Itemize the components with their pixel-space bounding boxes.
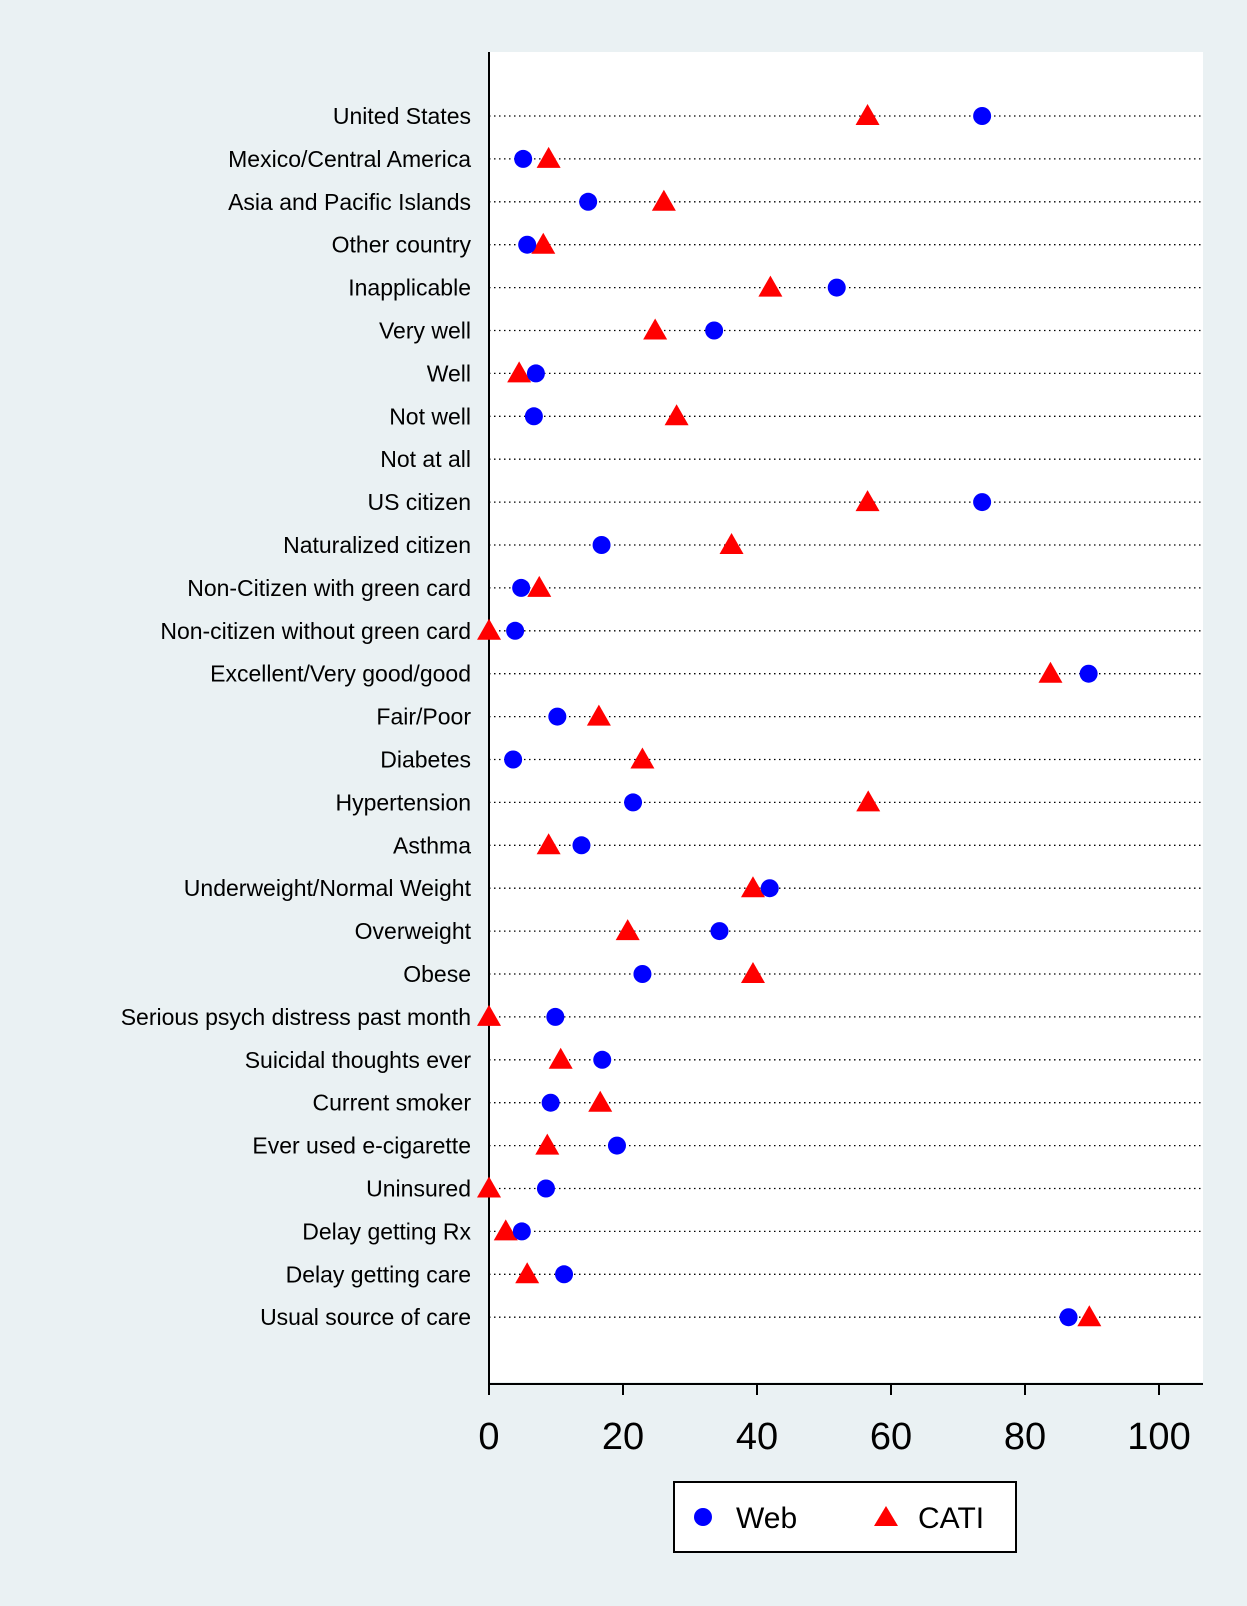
category-label: Uninsured <box>366 1176 471 1202</box>
category-label: Excellent/Very good/good <box>210 661 471 687</box>
x-tick-label: 20 <box>602 1416 644 1458</box>
category-label: Non-citizen without green card <box>160 618 471 644</box>
legend-web-label: Web <box>736 1502 797 1535</box>
category-label: Serious psych distress past month <box>121 1004 471 1030</box>
web-marker <box>608 1137 626 1155</box>
web-marker <box>518 236 536 254</box>
x-tick-label: 80 <box>1004 1416 1046 1458</box>
category-label: Delay getting care <box>286 1261 471 1287</box>
web-marker <box>542 1094 560 1112</box>
x-tick-label: 100 <box>1127 1416 1190 1458</box>
web-marker <box>572 836 590 854</box>
web-marker <box>525 407 543 425</box>
web-marker <box>761 879 779 897</box>
web-marker <box>548 708 566 726</box>
web-marker <box>546 1008 564 1026</box>
category-label: Asthma <box>393 832 471 858</box>
category-label: United States <box>333 103 471 129</box>
web-marker <box>506 622 524 640</box>
category-label: Diabetes <box>380 747 471 773</box>
category-label: Well <box>427 360 471 386</box>
category-label: Asia and Pacific Islands <box>228 189 471 215</box>
web-marker <box>537 1180 555 1198</box>
category-label: Overweight <box>355 918 472 944</box>
web-marker <box>593 536 611 554</box>
web-marker <box>512 579 530 597</box>
web-marker <box>527 364 545 382</box>
x-tick-label: 60 <box>870 1416 912 1458</box>
web-marker <box>513 1222 531 1240</box>
category-label: Inapplicable <box>348 275 471 301</box>
legend-cati-label: CATI <box>918 1502 984 1535</box>
web-marker <box>624 793 642 811</box>
web-marker <box>973 107 991 125</box>
x-tick-label: 40 <box>736 1416 778 1458</box>
category-label: Suicidal thoughts ever <box>245 1047 472 1073</box>
web-marker <box>579 193 597 211</box>
web-marker <box>705 322 723 340</box>
category-label: Naturalized citizen <box>283 532 471 558</box>
web-marker <box>1060 1308 1078 1326</box>
category-label: Other country <box>332 232 472 258</box>
category-label: Fair/Poor <box>376 704 471 730</box>
web-marker <box>555 1265 573 1283</box>
legend-web-marker <box>694 1508 712 1526</box>
category-label: Delay getting Rx <box>302 1218 471 1244</box>
category-label: Hypertension <box>335 789 471 815</box>
category-label: Not at all <box>380 446 471 472</box>
category-label: Underweight/Normal Weight <box>184 875 472 901</box>
web-marker <box>973 493 991 511</box>
category-label: Obese <box>403 961 471 987</box>
category-label: Mexico/Central America <box>228 146 471 172</box>
web-marker <box>633 965 651 983</box>
web-marker <box>504 751 522 769</box>
category-label: Non-Citizen with green card <box>187 575 471 601</box>
web-marker <box>593 1051 611 1069</box>
legend: Web CATI <box>674 1482 1016 1552</box>
web-marker <box>710 922 728 940</box>
category-label: Not well <box>389 403 471 429</box>
category-label: Very well <box>379 318 471 344</box>
web-marker <box>828 279 846 297</box>
x-tick-label: 0 <box>478 1416 499 1458</box>
category-label: Current smoker <box>313 1090 472 1116</box>
category-labels: United States Mexico/Central America Asia … <box>121 103 472 1330</box>
category-label: Usual source of care <box>260 1304 471 1330</box>
x-axis-ticks: 0 20 40 60 80 100 <box>478 1384 1190 1458</box>
category-label: US citizen <box>367 489 471 515</box>
web-marker <box>1080 665 1098 683</box>
web-marker <box>514 150 532 168</box>
category-label: Ever used e-cigarette <box>252 1133 471 1159</box>
